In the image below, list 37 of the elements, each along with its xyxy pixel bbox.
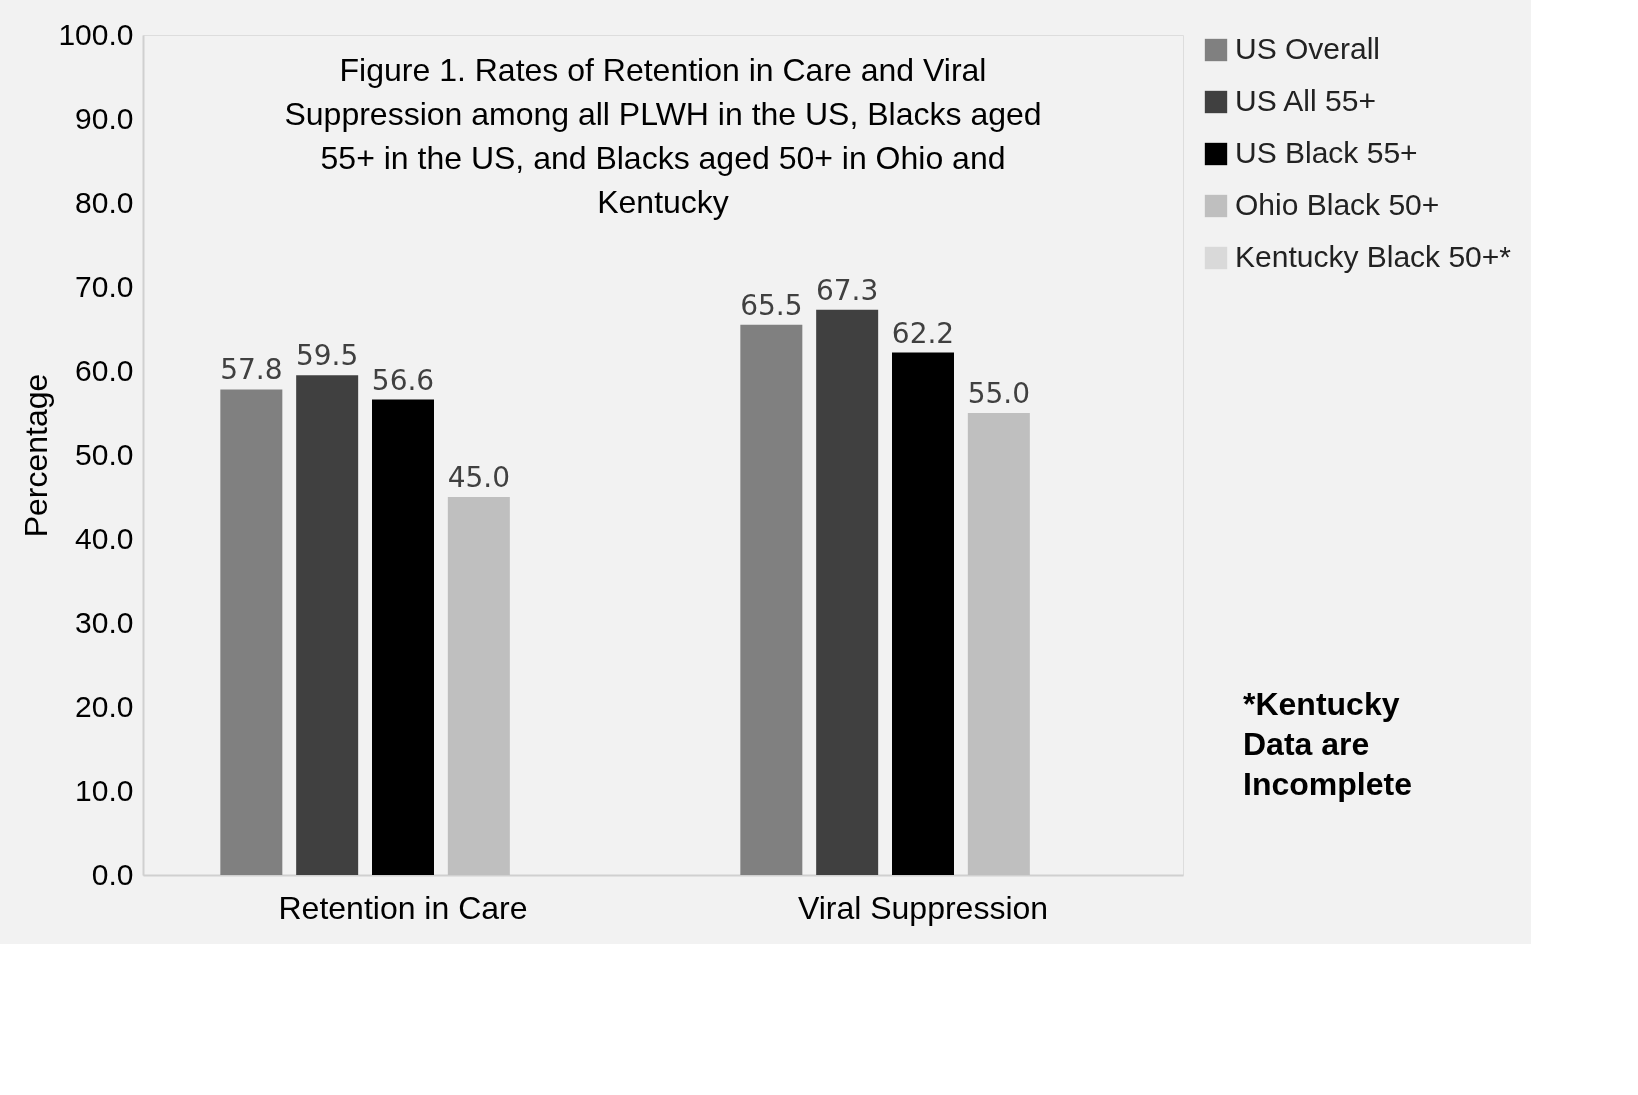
y-tick-label: 30.0 <box>75 605 134 639</box>
data-label: 67.3 <box>815 273 879 307</box>
y-axis-title: Percentage <box>18 373 55 538</box>
bar <box>220 389 283 875</box>
legend-label: Ohio Black 50+ <box>1235 188 1440 221</box>
bar <box>740 324 803 875</box>
data-label: 45.0 <box>447 461 511 494</box>
bar <box>372 399 434 875</box>
y-tick-label: 60.0 <box>75 353 134 387</box>
x-tick-label: Retention in Care <box>278 889 528 926</box>
y-tick-label: 50.0 <box>75 437 134 471</box>
y-tick-label: 80.0 <box>75 185 134 219</box>
bar <box>967 413 1030 875</box>
data-label: 57.8 <box>220 353 283 387</box>
text: *Kentucky Data are Incomplete <box>1243 686 1412 803</box>
legend-label: US Black 55+ <box>1235 136 1418 169</box>
data-label: 56.6 <box>371 363 435 397</box>
y-tick-label: 70.0 <box>75 269 134 303</box>
legend-label: Kentucky Black 50+* <box>1235 240 1512 273</box>
y-tick-label: 20.0 <box>75 689 134 723</box>
data-label: 55.0 <box>967 377 1031 410</box>
y-tick-label: 100.0 <box>58 17 134 51</box>
y-tick-label: 40.0 <box>75 521 134 555</box>
legend-label: US All 55+ <box>1235 84 1376 117</box>
x-tick-label: Viral Suppression <box>797 889 1049 926</box>
data-label: 65.5 <box>740 288 803 322</box>
y-tick-label: 10.0 <box>75 773 134 807</box>
text: Figure 1. Rates of Retention in Care and Viral Suppression among all PLWH in the US, Blacks aged 55+ in the US, and Blacks aged 50+ in Ohio and Kentucky <box>284 52 1042 220</box>
y-tick-label: 90.0 <box>75 101 134 135</box>
data-label: 62.2 <box>891 316 955 350</box>
legend-label: US Overall <box>1235 32 1381 65</box>
bar <box>816 309 879 875</box>
y-tick-label: 0.0 <box>91 857 134 891</box>
bar <box>447 497 510 875</box>
bar <box>892 352 954 875</box>
bar <box>296 375 359 875</box>
data-label: 59.5 <box>295 339 359 373</box>
